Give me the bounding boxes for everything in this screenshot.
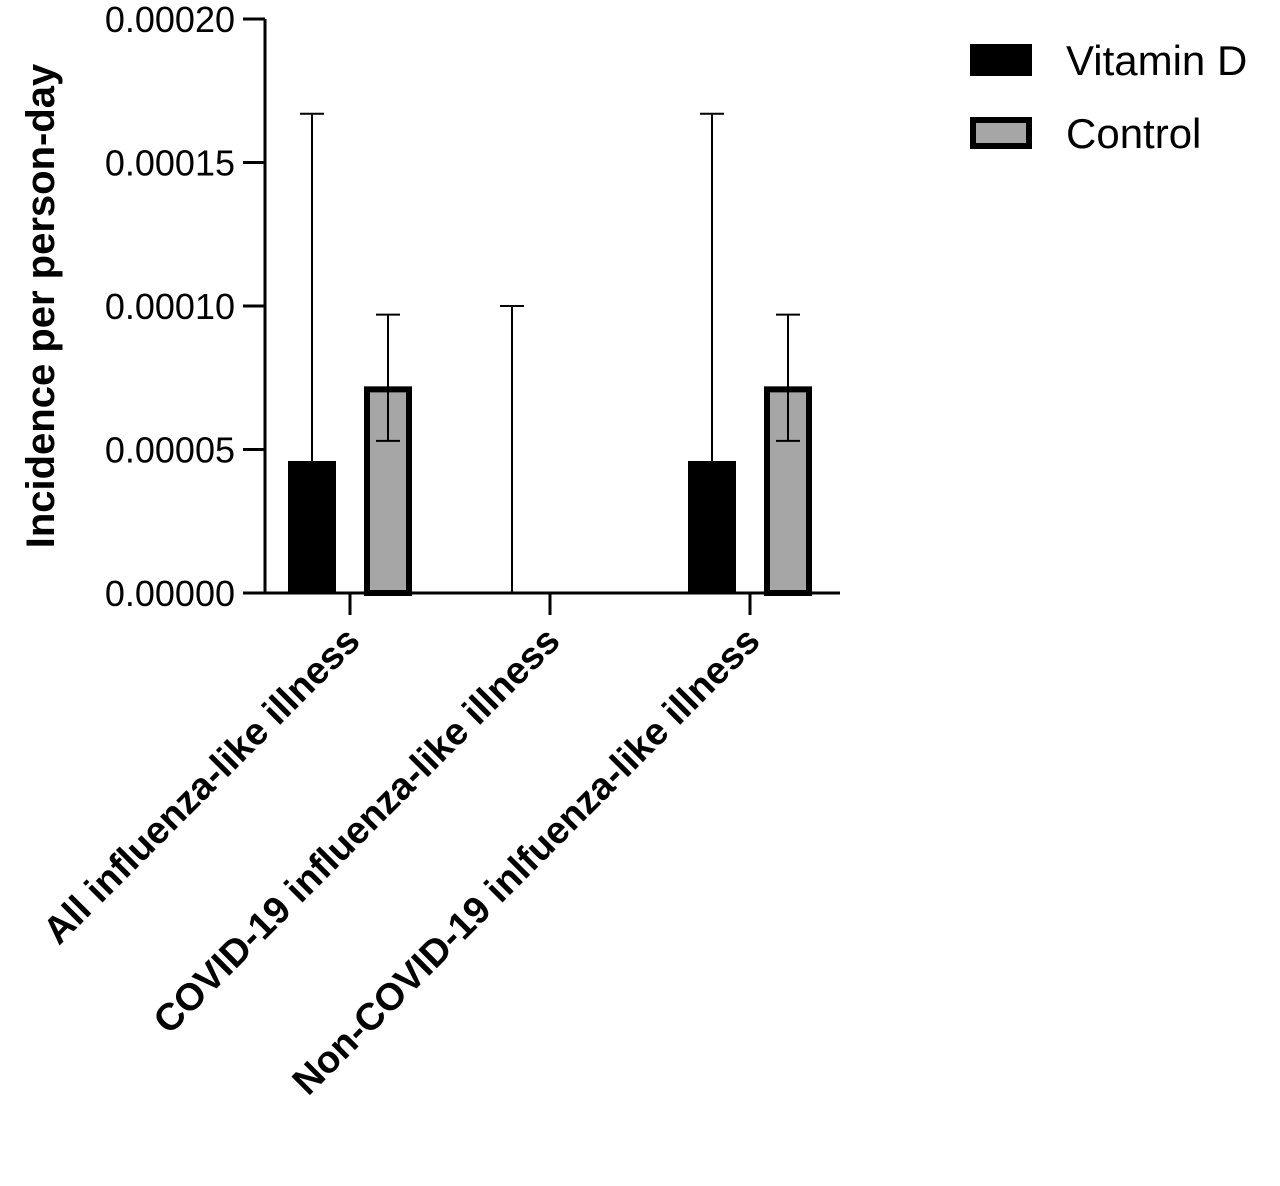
error-bars-layer bbox=[300, 112, 800, 593]
bar-vitamin-d-2 bbox=[688, 460, 736, 593]
x-category-label: COVID-19 influenza-like illness bbox=[146, 620, 568, 1042]
legend-item-vitamin-d: Vitamin D bbox=[970, 37, 1247, 84]
legend-swatch bbox=[970, 117, 1032, 149]
x-category-label: All influenza-like illness bbox=[36, 620, 369, 953]
legend-label: Control bbox=[1066, 110, 1201, 157]
error-bar-vitamin-d-0 bbox=[300, 112, 324, 461]
bars-layer bbox=[288, 386, 812, 596]
error-bar-control-2 bbox=[776, 313, 800, 442]
error-bar-control-0 bbox=[376, 313, 400, 442]
legend: Vitamin D Control bbox=[970, 37, 1247, 157]
legend-label: Vitamin D bbox=[1066, 37, 1247, 84]
error-bar-vitamin-d-1 bbox=[500, 305, 524, 593]
legend-swatch bbox=[970, 44, 1032, 76]
x-category-label: Non-COVID-19 inlfuenza-like illness bbox=[285, 620, 769, 1104]
y-tick-label: 0.00005 bbox=[105, 430, 235, 471]
y-tick-label: 0.00000 bbox=[105, 573, 235, 614]
y-tick-label: 0.00015 bbox=[105, 143, 235, 184]
y-tick-label: 0.00020 bbox=[105, 0, 235, 40]
y-tick-label: 0.00010 bbox=[105, 286, 235, 327]
bar-vitamin-d-0 bbox=[288, 460, 336, 593]
error-bar-vitamin-d-2 bbox=[700, 112, 724, 461]
legend-item-control: Control bbox=[970, 110, 1201, 157]
y-axis-title: Incidence per person-day bbox=[19, 63, 63, 548]
